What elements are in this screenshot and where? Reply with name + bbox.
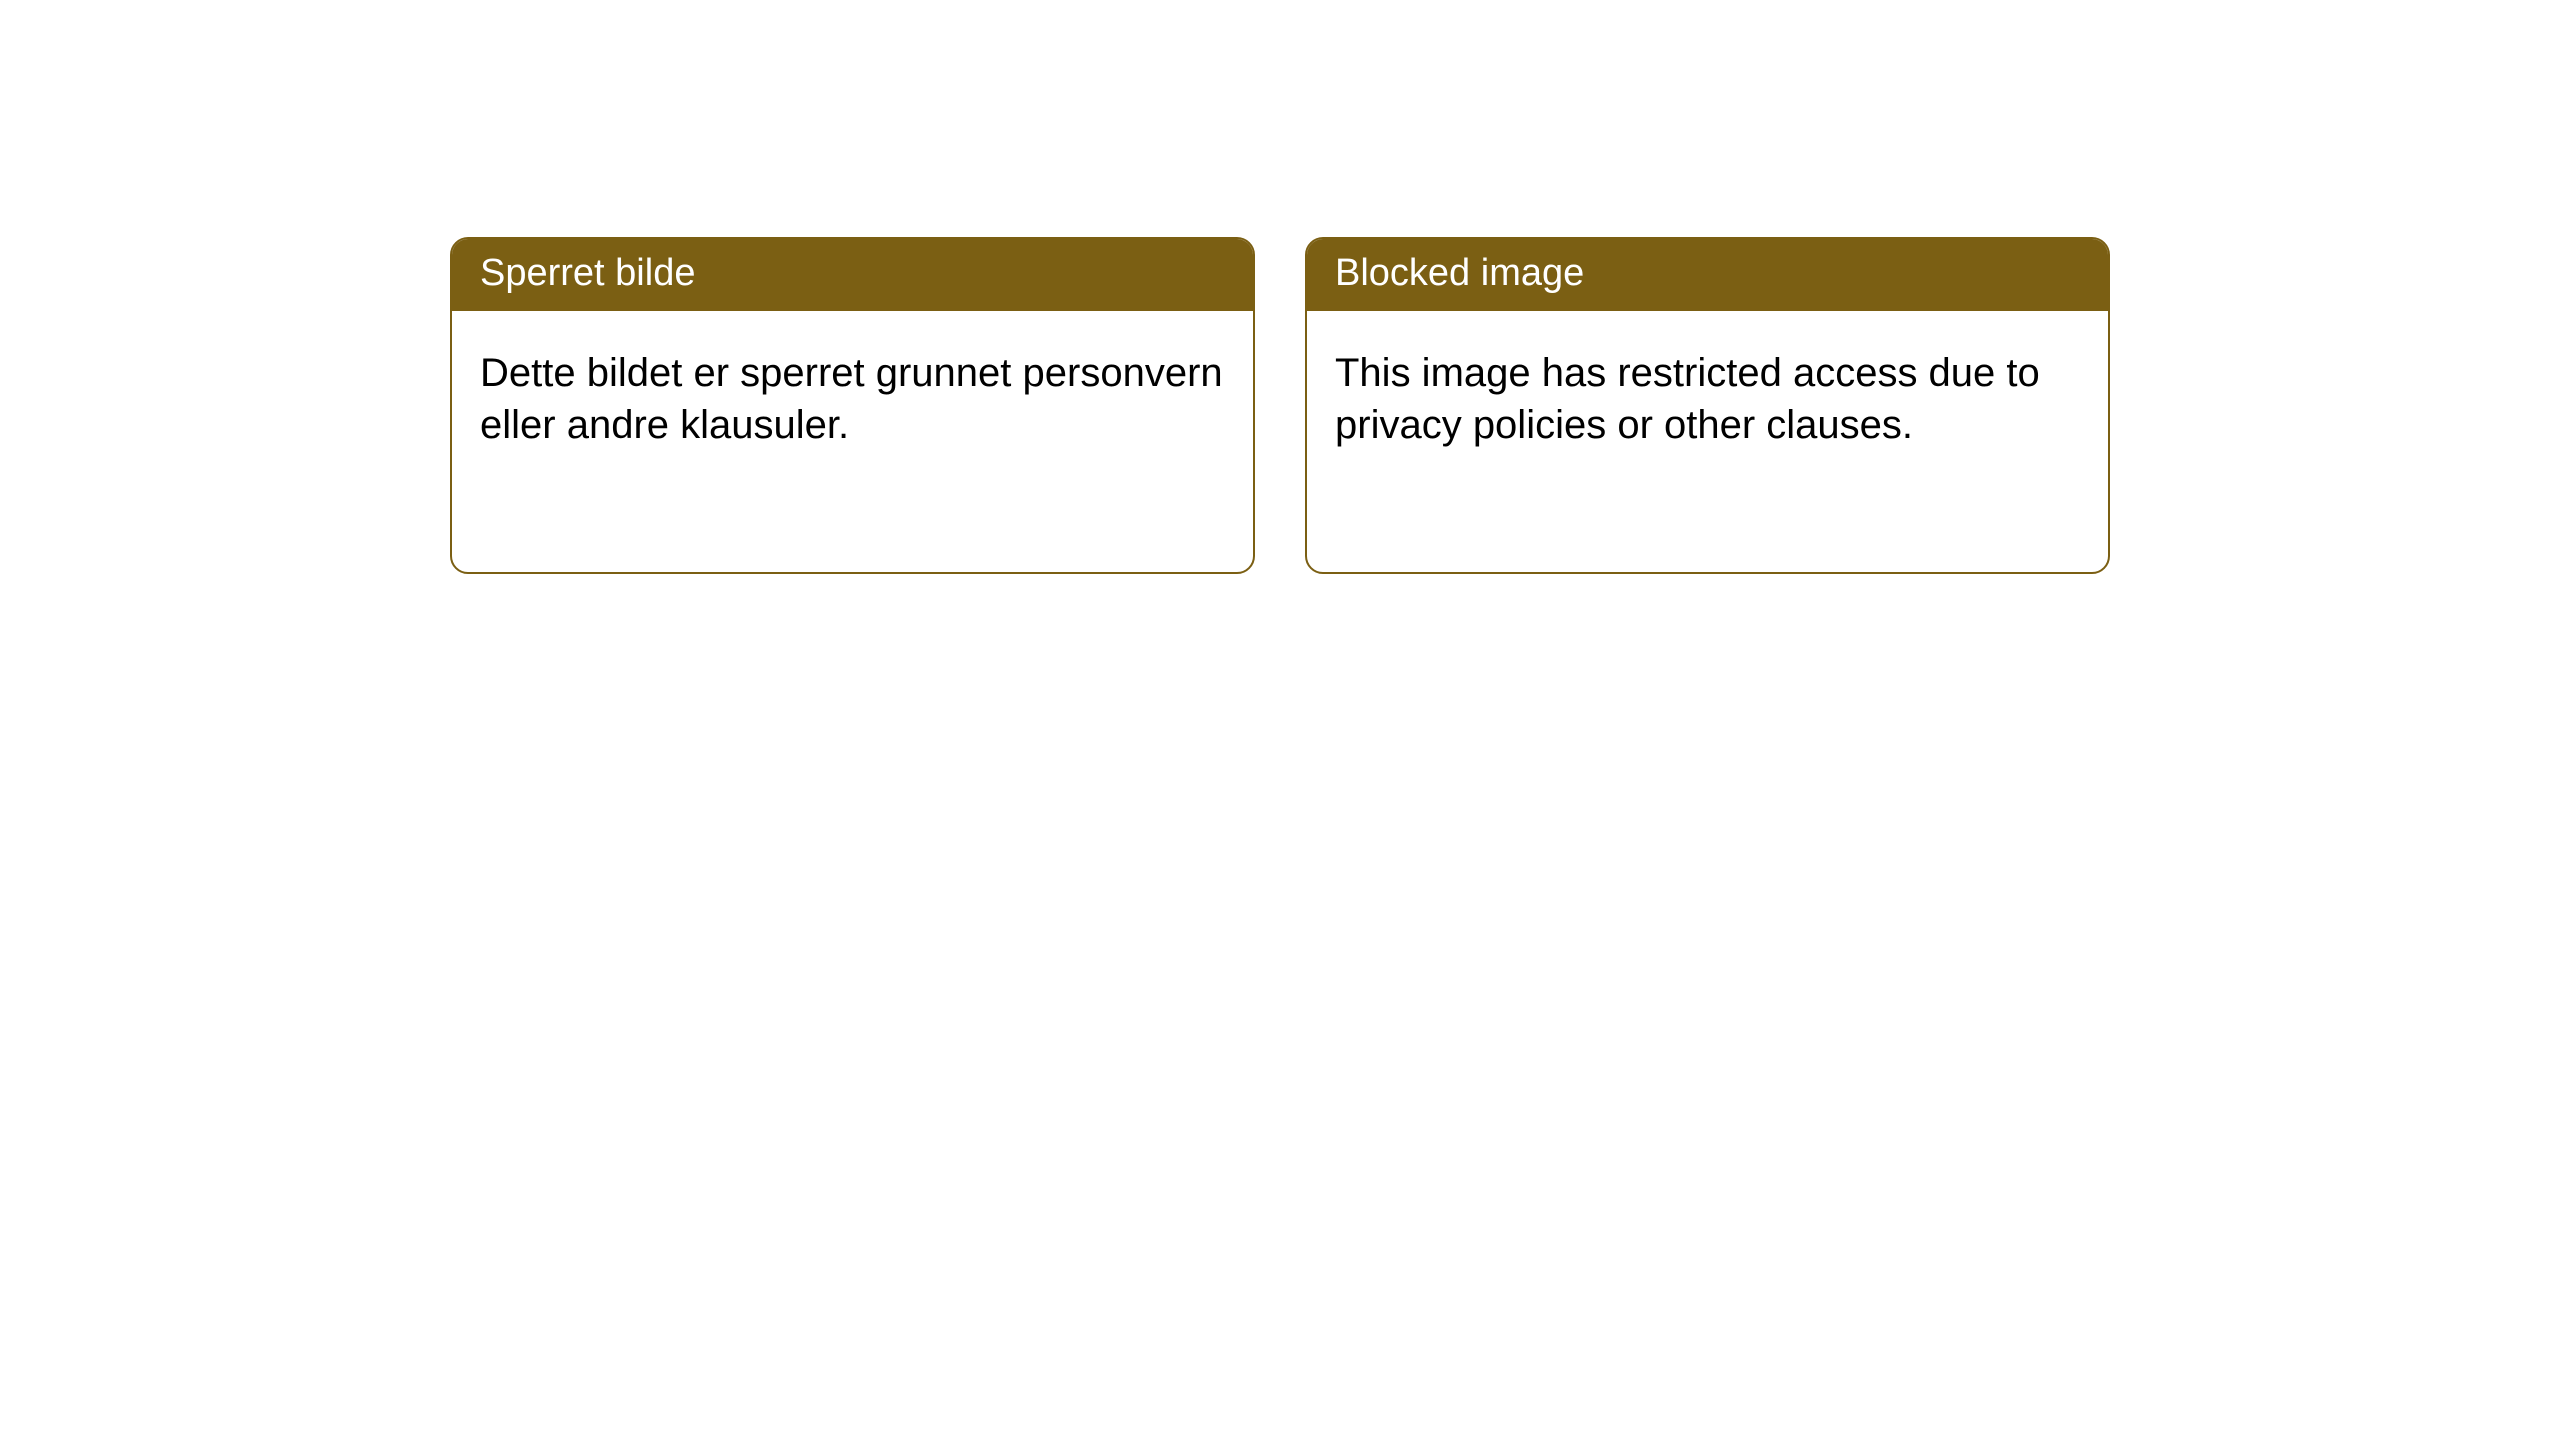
notice-body: Dette bildet er sperret grunnet personve… — [452, 311, 1253, 481]
notice-card-norwegian: Sperret bilde Dette bildet er sperret gr… — [450, 237, 1255, 574]
notice-body: This image has restricted access due to … — [1307, 311, 2108, 481]
notice-header: Sperret bilde — [452, 239, 1253, 311]
notice-card-english: Blocked image This image has restricted … — [1305, 237, 2110, 574]
notice-container: Sperret bilde Dette bildet er sperret gr… — [0, 0, 2560, 574]
notice-header: Blocked image — [1307, 239, 2108, 311]
